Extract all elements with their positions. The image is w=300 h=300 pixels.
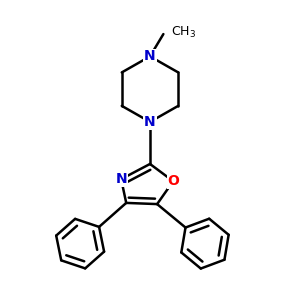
Text: O: O <box>167 174 179 188</box>
Text: N: N <box>144 115 156 129</box>
Text: N: N <box>116 172 127 186</box>
Text: CH$_3$: CH$_3$ <box>171 25 196 40</box>
Text: N: N <box>144 50 156 63</box>
